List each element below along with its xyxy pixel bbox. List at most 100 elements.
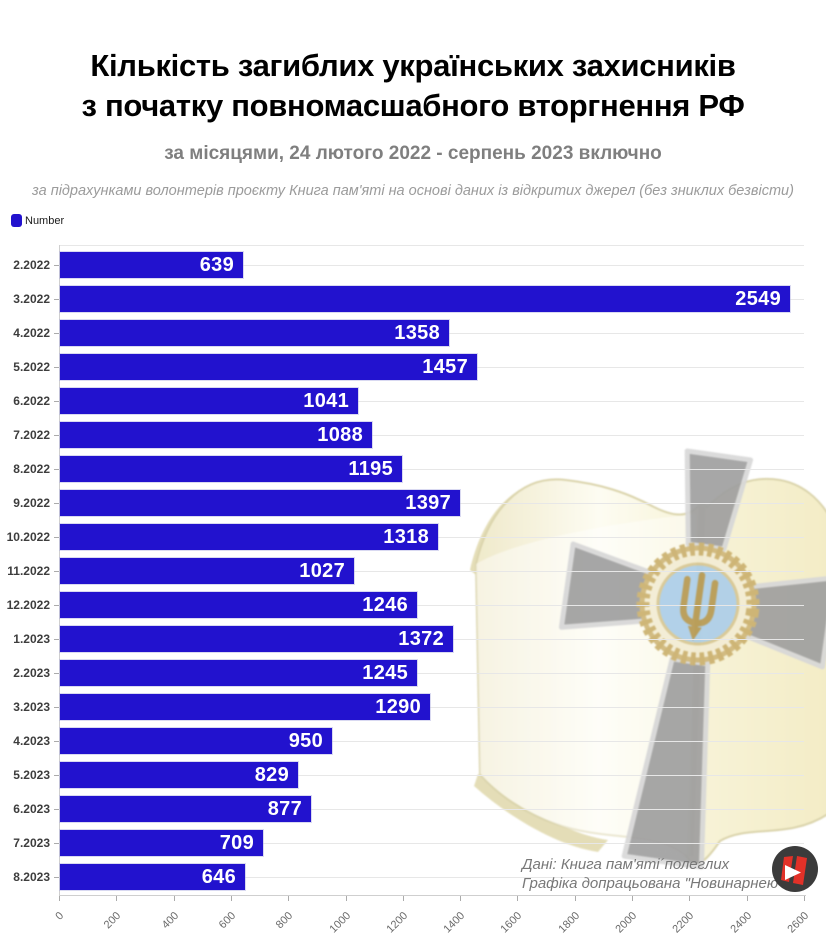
bar-value-label: 1358 [394,322,440,344]
credits-data-source: Дані: Книга пам'яті´полеглих [522,856,730,873]
category-label: 10.2022 [6,530,50,544]
category-tick [54,333,59,334]
category-tick [54,741,59,742]
subtitle: за місяцями, 24 лютого 2022 - серпень 20… [164,143,662,164]
category-label: 6.2023 [13,802,50,816]
bar-value-label: 1088 [317,424,363,446]
x-axis-tick [746,896,748,901]
source-note: за підрахунками волонтерів проєкту Книга… [32,183,794,199]
title-line-2: з початку повномасшабного вторгнення РФ [81,88,745,123]
category-tick [54,469,59,470]
x-axis-tick [173,896,175,901]
bar: 950 [60,728,332,754]
category-grid-line [59,741,804,742]
x-axis-tick-label: 1800 [556,909,583,936]
bar: 1397 [60,490,460,516]
category-label: 3.2023 [13,700,50,714]
category-label: 5.2022 [13,360,50,374]
category-tick [54,537,59,538]
x-axis-tick [116,896,118,901]
x-axis-tick-label: 800 [273,909,296,932]
plot-top-border [59,245,804,246]
credits: Дані: Книга пам'яті´полеглих Графіка доп… [522,855,783,893]
category-grid-line [59,673,804,674]
bar: 1318 [60,524,438,550]
x-axis-tick [402,896,404,901]
bar: 877 [60,796,311,822]
category-tick [54,673,59,674]
bar-value-label: 1245 [362,662,408,684]
bar: 1195 [60,456,402,482]
bar-value-label: 639 [199,254,234,276]
category-label: 4.2022 [13,326,50,340]
open-book-memorial-cross-icon [470,448,826,870]
category-label: 4.2023 [13,734,50,748]
category-label: 1.2023 [13,632,50,646]
legend-label: Number [25,214,65,227]
category-grid-line [59,707,804,708]
category-tick [54,639,59,640]
bar-value-label: 1397 [405,492,451,514]
novynarnia-logo-icon [772,846,818,892]
bar-value-label: 877 [267,798,302,820]
category-tick [54,707,59,708]
page-title: Кількість загиблих українських захисникі… [0,46,826,126]
bar: 829 [60,762,298,788]
x-axis-tick [574,896,576,901]
x-axis-tick [689,896,691,901]
x-axis-tick-label: 2000 [613,909,640,936]
category-tick [54,435,59,436]
bar-value-label: 709 [219,832,254,854]
category-tick [54,503,59,504]
bar: 1088 [60,422,372,448]
category-grid-line [59,809,804,810]
category-tick [54,367,59,368]
bar-value-label: 1457 [422,356,468,378]
bar-value-label: 2549 [735,288,781,310]
category-grid-line [59,877,804,878]
category-grid-line [59,469,804,470]
category-tick [54,877,59,878]
category-tick [54,571,59,572]
bar: 709 [60,830,263,856]
bar: 1358 [60,320,449,346]
x-axis-tick [345,896,347,901]
category-tick [54,809,59,810]
x-axis-tick-label: 400 [159,909,181,932]
bar: 646 [60,864,245,890]
bar-value-label: 1041 [303,390,349,412]
bar: 2549 [60,286,790,312]
x-axis-tick [230,896,232,901]
title-line-1: Кількість загиблих українських захисникі… [90,48,736,83]
category-tick [54,605,59,606]
x-axis-line [59,895,806,896]
x-axis-tick-label: 1000 [326,909,353,936]
category-tick [54,265,59,266]
x-axis-tick-label: 1400 [441,909,468,936]
category-label: 3.2022 [13,292,50,306]
x-axis-tick-label: 600 [216,909,239,932]
category-grid-line [59,265,804,266]
bar: 1457 [60,354,477,380]
x-axis-tick-label: 1200 [384,909,411,936]
bar: 1246 [60,592,417,618]
legend-swatch-icon [11,214,22,227]
x-axis-tick [288,896,290,901]
category-label: 6.2022 [13,394,50,408]
category-label: 9.2022 [13,496,50,510]
category-grid-line [59,605,804,606]
bar-value-label: 646 [201,866,236,888]
category-label: 2.2022 [13,258,50,272]
bar: 639 [60,252,243,278]
x-axis-tick [460,896,462,901]
category-label: 8.2023 [13,870,50,884]
y-axis-line [59,245,60,895]
category-grid-line [59,775,804,776]
category-label: 2.2023 [13,666,50,680]
bar-value-label: 1290 [375,696,421,718]
bar-value-label: 1372 [398,628,444,650]
category-grid-line [59,401,804,402]
x-axis-tick-label: 2400 [728,909,754,936]
bar: 1041 [60,388,358,414]
